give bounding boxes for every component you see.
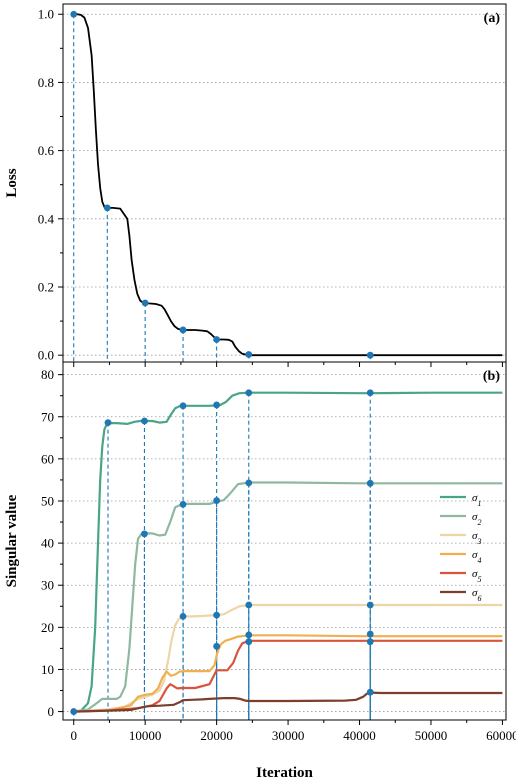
series-line xyxy=(73,639,503,713)
data-point xyxy=(213,336,221,343)
data-point xyxy=(70,708,78,715)
data-point xyxy=(213,611,221,619)
legend-label: σ6 xyxy=(472,587,481,603)
data-point xyxy=(103,204,111,212)
data-point xyxy=(179,402,187,410)
x-tick-label: 30000 xyxy=(272,728,305,743)
x-axis-title: Iteration xyxy=(256,765,313,780)
data-point xyxy=(366,479,374,487)
x-tick-label: 20000 xyxy=(200,728,233,743)
y-tick-label: 70 xyxy=(41,409,54,424)
data-point xyxy=(245,638,253,646)
data-point xyxy=(179,612,187,620)
legend: σ1 σ2 σ3 σ4 σ5 σ6 xyxy=(440,492,481,603)
data-point xyxy=(141,417,148,425)
data-point xyxy=(366,389,374,397)
data-point xyxy=(104,419,112,427)
y-tick-label: 0.6 xyxy=(38,143,55,158)
data-point xyxy=(141,530,148,538)
series-line xyxy=(73,691,503,713)
plot-frame xyxy=(62,361,507,721)
data-point xyxy=(213,401,221,409)
y-tick-label: 60 xyxy=(41,451,54,466)
y-tick-label: 0.8 xyxy=(38,75,54,90)
panel-label: (b) xyxy=(483,369,500,384)
data-point xyxy=(245,601,253,609)
panel-label: (a) xyxy=(484,11,501,26)
data-point xyxy=(245,389,253,397)
data-point xyxy=(245,479,253,487)
y-tick-label: 0.0 xyxy=(38,348,54,363)
data-point xyxy=(366,688,374,696)
data-point xyxy=(366,638,374,646)
y-tick-label: 0.2 xyxy=(38,279,54,294)
x-tick-label: 40000 xyxy=(343,728,376,743)
x-tick-label: 60000 xyxy=(486,728,516,743)
data-point xyxy=(366,351,374,359)
plot-frame xyxy=(62,3,507,363)
legend-label: σ3 xyxy=(472,530,481,546)
legend-label: σ4 xyxy=(472,549,481,565)
x-tick-label: 0 xyxy=(70,728,77,743)
data-point xyxy=(141,299,149,307)
singular-value-panel: 0 10 20 30 40 50 60 70 80 0 10000 20000 30000 40000 50… xyxy=(4,361,516,780)
legend-label: σ2 xyxy=(472,511,481,527)
y-tick-label: 0.4 xyxy=(38,211,55,226)
data-point xyxy=(179,326,187,334)
series-line xyxy=(73,391,503,713)
y-tick-label: 80 xyxy=(41,367,54,382)
series-line xyxy=(73,603,503,713)
y-axis-title: Singular value xyxy=(4,494,20,587)
data-point xyxy=(213,497,221,504)
y-tick-label: 0 xyxy=(48,704,55,719)
series-line xyxy=(73,634,503,713)
data-point xyxy=(179,500,187,508)
data-point xyxy=(245,351,253,358)
x-tick-label: 10000 xyxy=(129,728,162,743)
data-point xyxy=(213,642,221,650)
data-point xyxy=(245,631,253,639)
series-line xyxy=(73,481,503,713)
legend-label: σ1 xyxy=(472,492,481,508)
loss-panel: 0.0 0.2 0.4 0.6 0.8 1.0 (a) Loss xyxy=(4,3,507,367)
legend-label: σ5 xyxy=(472,568,481,584)
y-tick-label: 1.0 xyxy=(38,7,54,22)
data-point xyxy=(70,10,78,18)
series-line xyxy=(73,13,503,357)
y-axis-title: Loss xyxy=(4,168,20,197)
y-tick-label: 50 xyxy=(41,493,54,508)
data-point xyxy=(366,630,374,638)
y-tick-label: 10 xyxy=(41,662,54,677)
y-tick-label: 20 xyxy=(41,620,54,635)
x-tick-label: 50000 xyxy=(415,728,448,743)
y-tick-label: 30 xyxy=(41,578,54,593)
data-point xyxy=(366,601,374,609)
y-tick-label: 40 xyxy=(41,536,54,551)
